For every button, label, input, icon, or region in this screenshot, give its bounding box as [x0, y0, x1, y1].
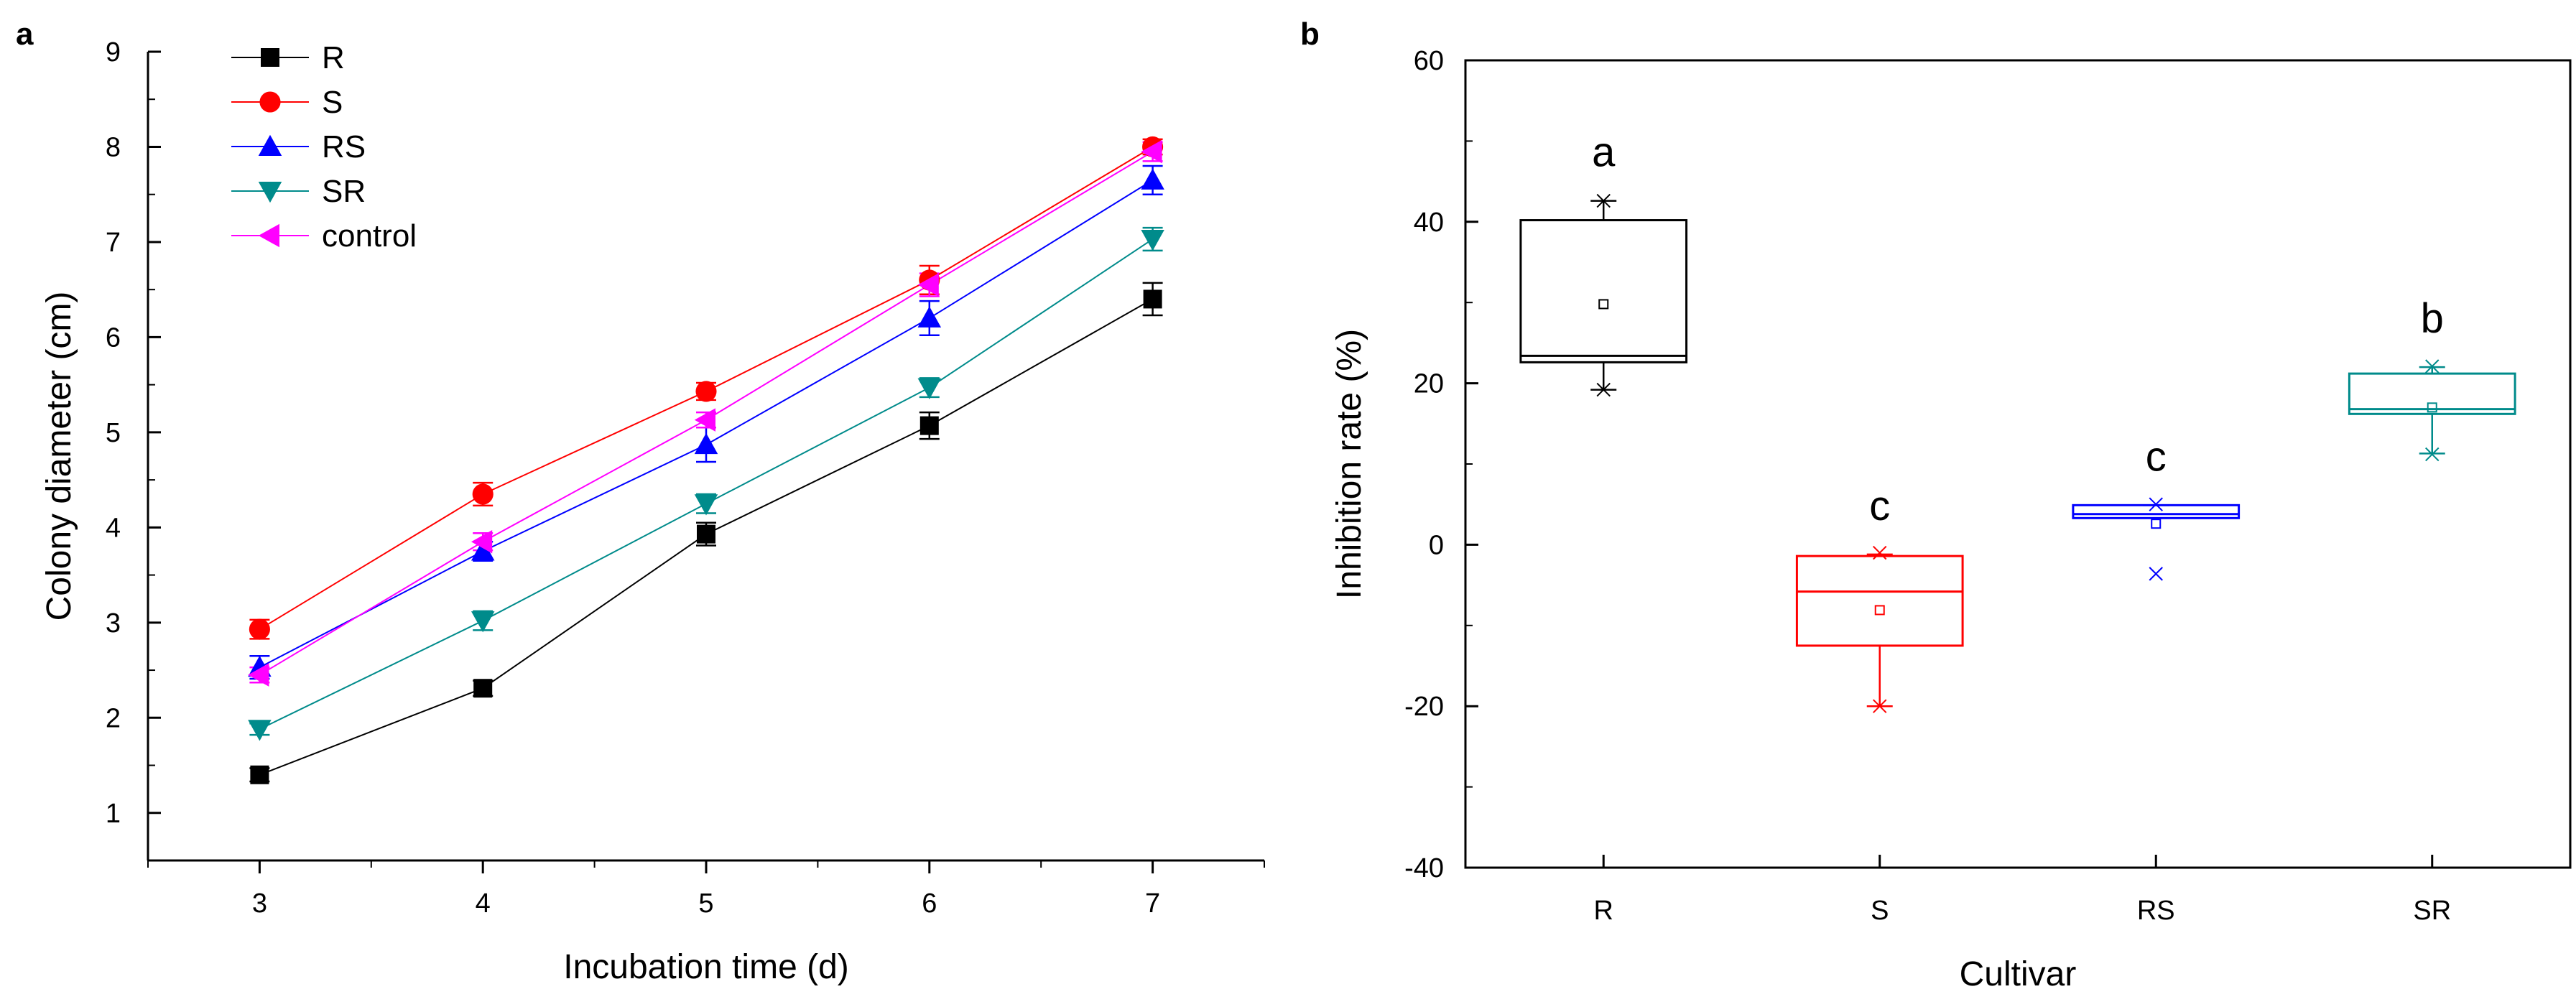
y-tick-label-a: 6: [106, 322, 121, 353]
extreme-marker-SR: [2425, 359, 2440, 373]
plot-frame-b: [1464, 59, 2572, 869]
extreme-marker-R: [1596, 193, 1611, 208]
x-tick-label-a: 3: [252, 888, 267, 919]
x-axis-title-b: Cultivar: [1960, 955, 2077, 993]
data-point-RS: [917, 306, 942, 328]
data-point-control: [1141, 139, 1162, 164]
extreme-marker-RS: [2149, 567, 2163, 581]
data-point-SR: [917, 378, 942, 399]
legend-marker-S: [259, 91, 281, 113]
x-tick-label-a: 5: [698, 888, 713, 919]
x-tick-label-a: 4: [476, 888, 491, 919]
legend-label-RS: RS: [322, 129, 366, 164]
y-tick-label-b: -20: [1404, 692, 1444, 722]
extreme-marker-SR: [2425, 447, 2440, 462]
y-tick-label-a: 4: [106, 513, 121, 543]
extreme-marker-S: [1873, 699, 1887, 713]
data-point-control: [917, 273, 939, 297]
legend-label-SR: SR: [322, 174, 366, 209]
y-tick-label-a: 5: [106, 418, 121, 448]
y-tick-label-b: -40: [1404, 853, 1444, 883]
box-S: [1795, 554, 1964, 647]
y-tick-label-b: 40: [1414, 208, 1444, 238]
x-tick-label-b: R: [1594, 896, 1613, 926]
mean-marker-SR: [2427, 402, 2437, 413]
data-point-S: [695, 381, 717, 402]
series-line-SR: [259, 238, 1154, 730]
data-point-R: [250, 765, 269, 784]
y-tick-label-b: 20: [1414, 369, 1444, 399]
legend-marker-SR: [258, 182, 282, 203]
mean-marker-R: [1598, 299, 1609, 310]
x-tick-label-b: RS: [2137, 896, 2175, 926]
x-tick-label-a: 6: [922, 888, 937, 919]
y-axis-title-b: Inhibition rate (%): [1330, 329, 1368, 599]
y-tick-label-a: 9: [106, 37, 121, 68]
y-tick-label-a: 7: [106, 228, 121, 258]
box-R: [1519, 219, 1688, 363]
data-point-control: [248, 663, 269, 687]
y-tick-label-b: 0: [1429, 530, 1444, 560]
data-point-control: [694, 408, 715, 432]
x-axis-title-a: Incubation time (d): [563, 948, 849, 986]
legend-label-R: R: [322, 40, 345, 75]
y-tick-label-a: 2: [106, 703, 121, 733]
significance-letter-S: c: [1869, 483, 1890, 529]
data-point-S: [472, 483, 494, 505]
extreme-marker-S: [1873, 545, 1887, 560]
significance-letter-RS: c: [2146, 433, 2167, 480]
data-point-RS: [1141, 168, 1164, 190]
data-point-SR: [248, 720, 272, 741]
y-tick-label-a: 8: [106, 132, 121, 162]
panel-b-label: b: [1300, 17, 1320, 52]
legend-marker-RS: [258, 134, 282, 156]
significance-letter-R: a: [1592, 129, 1616, 176]
y-axis-title-a: Colony diameter (cm): [40, 292, 78, 621]
data-point-SR: [471, 611, 495, 633]
mean-marker-RS: [2151, 519, 2162, 529]
series-marker-layer: [248, 136, 1164, 784]
legend-label-S: S: [322, 85, 343, 120]
legend-label-control: control: [322, 218, 417, 254]
y-tick-label-a: 1: [106, 799, 121, 829]
panel-a-line-chart: a 1 2 3 4 5 6 7 8 9 3 4 5 6 7 RS RS SR control Incubatio…: [16, 17, 1265, 986]
legend: RS RS SR control: [231, 40, 417, 254]
data-point-R: [919, 416, 939, 435]
y-tick-label-a: 3: [106, 608, 121, 639]
significance-letter-SR: b: [2421, 295, 2444, 342]
data-point-RS: [471, 539, 495, 561]
data-point-R: [473, 679, 493, 698]
box-SR: [2348, 372, 2516, 415]
box-layer: a c c b: [1519, 129, 2516, 713]
data-point-SR: [694, 494, 718, 516]
axes-a: 1 2 3 4 5 6 7 8 9 3 4 5 6 7: [106, 37, 1265, 919]
data-point-control: [471, 529, 493, 554]
extreme-marker-RS: [2149, 497, 2163, 511]
x-tick-label-b: S: [1871, 896, 1889, 926]
panel-a-label: a: [16, 17, 34, 52]
data-point-S: [249, 618, 270, 640]
legend-marker-control: [258, 223, 279, 248]
mean-marker-S: [1874, 605, 1885, 616]
extreme-marker-R: [1596, 382, 1611, 397]
data-point-RS: [694, 432, 718, 455]
x-tick-label-b: SR: [2413, 896, 2451, 926]
data-point-R: [697, 524, 715, 544]
data-point-R: [1143, 289, 1162, 309]
box-RS: [2072, 503, 2241, 519]
x-tick-label-a: 7: [1145, 888, 1160, 919]
data-point-SR: [1141, 229, 1164, 251]
y-tick-label-b: 60: [1414, 46, 1444, 76]
legend-marker-R: [261, 48, 279, 67]
